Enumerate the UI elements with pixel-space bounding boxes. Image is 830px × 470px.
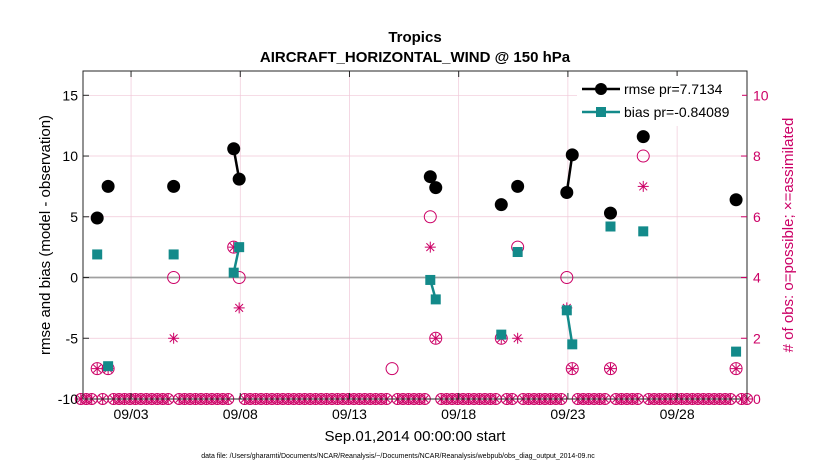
star-stroke	[606, 364, 615, 373]
star-stroke	[639, 182, 648, 191]
series-rmse	[90, 130, 743, 225]
rmse-point	[423, 170, 437, 184]
y-axis-left: -10 -5 0 5 10 15	[58, 87, 89, 407]
series-bias	[92, 221, 742, 372]
bias-point	[496, 329, 507, 340]
x-tick-label: 09/18	[441, 406, 476, 422]
bias-point	[638, 226, 649, 237]
bias-point	[234, 242, 245, 253]
y-axis-left-label: rmse and bias (model - observation)	[37, 115, 54, 355]
rmse-point	[429, 181, 443, 195]
star-stroke	[92, 364, 102, 373]
obs-possible-point	[385, 362, 399, 376]
y-right-tick-label: 6	[753, 209, 761, 225]
obs-assimilated-point	[730, 363, 742, 375]
obs-possible-point	[167, 271, 181, 285]
bias-point	[605, 221, 616, 232]
legend-rmse-label: rmse pr=7.7134	[624, 81, 723, 97]
bias-point	[731, 346, 742, 357]
data-file-footer: data file: /Users/gharamti/Documents/NCA…	[201, 453, 595, 460]
y-right-tick-label: 0	[753, 391, 761, 407]
obs-possible-point	[603, 362, 617, 376]
x-axis: 09/03 09/08 09/13 09/18 09/23 09/28	[114, 71, 695, 422]
obs-assimilated-point	[566, 363, 578, 375]
legend-bias-label: bias pr=-0.84089	[624, 104, 730, 120]
rmse-point	[90, 211, 104, 225]
bias-point	[567, 339, 578, 350]
x-tick-label: 09/08	[223, 406, 258, 422]
y-axis-right: 0 2 4 6 8 10	[741, 87, 769, 407]
star-stroke	[234, 303, 244, 313]
obs-possible-point	[729, 362, 743, 376]
bias-point	[92, 249, 103, 260]
star-stroke	[568, 364, 577, 373]
y-left-tick-label: 10	[62, 148, 78, 164]
obs-possible-point	[560, 271, 574, 285]
star-stroke	[513, 334, 522, 343]
obs-assimilated-point	[430, 332, 442, 344]
rmse-point	[636, 130, 650, 144]
rmse-point	[511, 179, 525, 193]
rmse-point	[232, 172, 246, 186]
legend: rmse pr=7.7134 bias pr=-0.84089	[577, 76, 742, 126]
x-tick-label: 09/28	[660, 406, 695, 422]
plot-frame	[82, 70, 748, 400]
rmse-point	[227, 142, 241, 156]
rmse-point	[167, 179, 181, 193]
obs-possible-point	[423, 210, 437, 224]
obs-assimilated-point	[424, 241, 436, 253]
star-stroke	[431, 334, 440, 343]
obs-possible-point	[565, 362, 579, 376]
chart-title: Tropics	[388, 29, 441, 46]
x-axis-label: Sep.01,2014 00:00:00 start	[325, 428, 507, 445]
obs-assimilated-point	[233, 302, 245, 314]
y-axis-right-label: # of obs: o=possible; ×=assimilated	[780, 118, 797, 353]
star-stroke	[169, 334, 178, 343]
y-right-tick-label: 10	[753, 87, 769, 103]
rmse-point	[494, 198, 508, 212]
x-tick-label: 09/13	[332, 406, 367, 422]
y-right-tick-label: 8	[753, 148, 761, 164]
obs-assimilated-point	[637, 180, 649, 192]
obs-assimilated-point	[91, 363, 103, 375]
bias-point	[512, 247, 523, 258]
obs-assimilated-point	[604, 363, 616, 375]
bias-line	[565, 310, 574, 345]
x-tick-label: 09/03	[114, 406, 149, 422]
y-right-tick-label: 4	[753, 270, 761, 286]
obs-possible-markers	[90, 149, 743, 376]
bias-point	[228, 267, 239, 278]
obs-possible-point	[429, 331, 443, 345]
rmse-point	[101, 179, 115, 193]
bias-point	[168, 249, 179, 260]
bias-point	[430, 294, 441, 305]
rmse-point	[565, 148, 579, 162]
star-stroke	[426, 242, 435, 252]
obs-assimilated-point	[168, 332, 180, 344]
y-left-tick-label: 5	[70, 209, 78, 225]
rmse-point	[560, 185, 574, 199]
rmse-point	[603, 206, 617, 220]
y-left-tick-label: 15	[62, 87, 78, 103]
y-right-tick-label: 2	[753, 330, 761, 346]
star-stroke	[731, 364, 741, 373]
y-left-tick-label: 0	[70, 270, 78, 286]
legend-bias-marker	[596, 107, 606, 117]
obs-possible-point	[636, 149, 650, 163]
bias-point	[103, 361, 114, 372]
legend-rmse-marker	[595, 83, 607, 95]
rmse-point	[729, 193, 743, 207]
y-left-tick-label: -5	[66, 330, 79, 346]
bias-point	[425, 274, 436, 285]
bias-point	[561, 305, 572, 316]
chart-subtitle: AIRCRAFT_HORIZONTAL_WIND @ 150 hPa	[260, 49, 571, 66]
obs-assimilated-point	[512, 332, 524, 344]
y-left-tick-label: -10	[58, 391, 78, 407]
x-tick-label: 09/23	[550, 406, 585, 422]
